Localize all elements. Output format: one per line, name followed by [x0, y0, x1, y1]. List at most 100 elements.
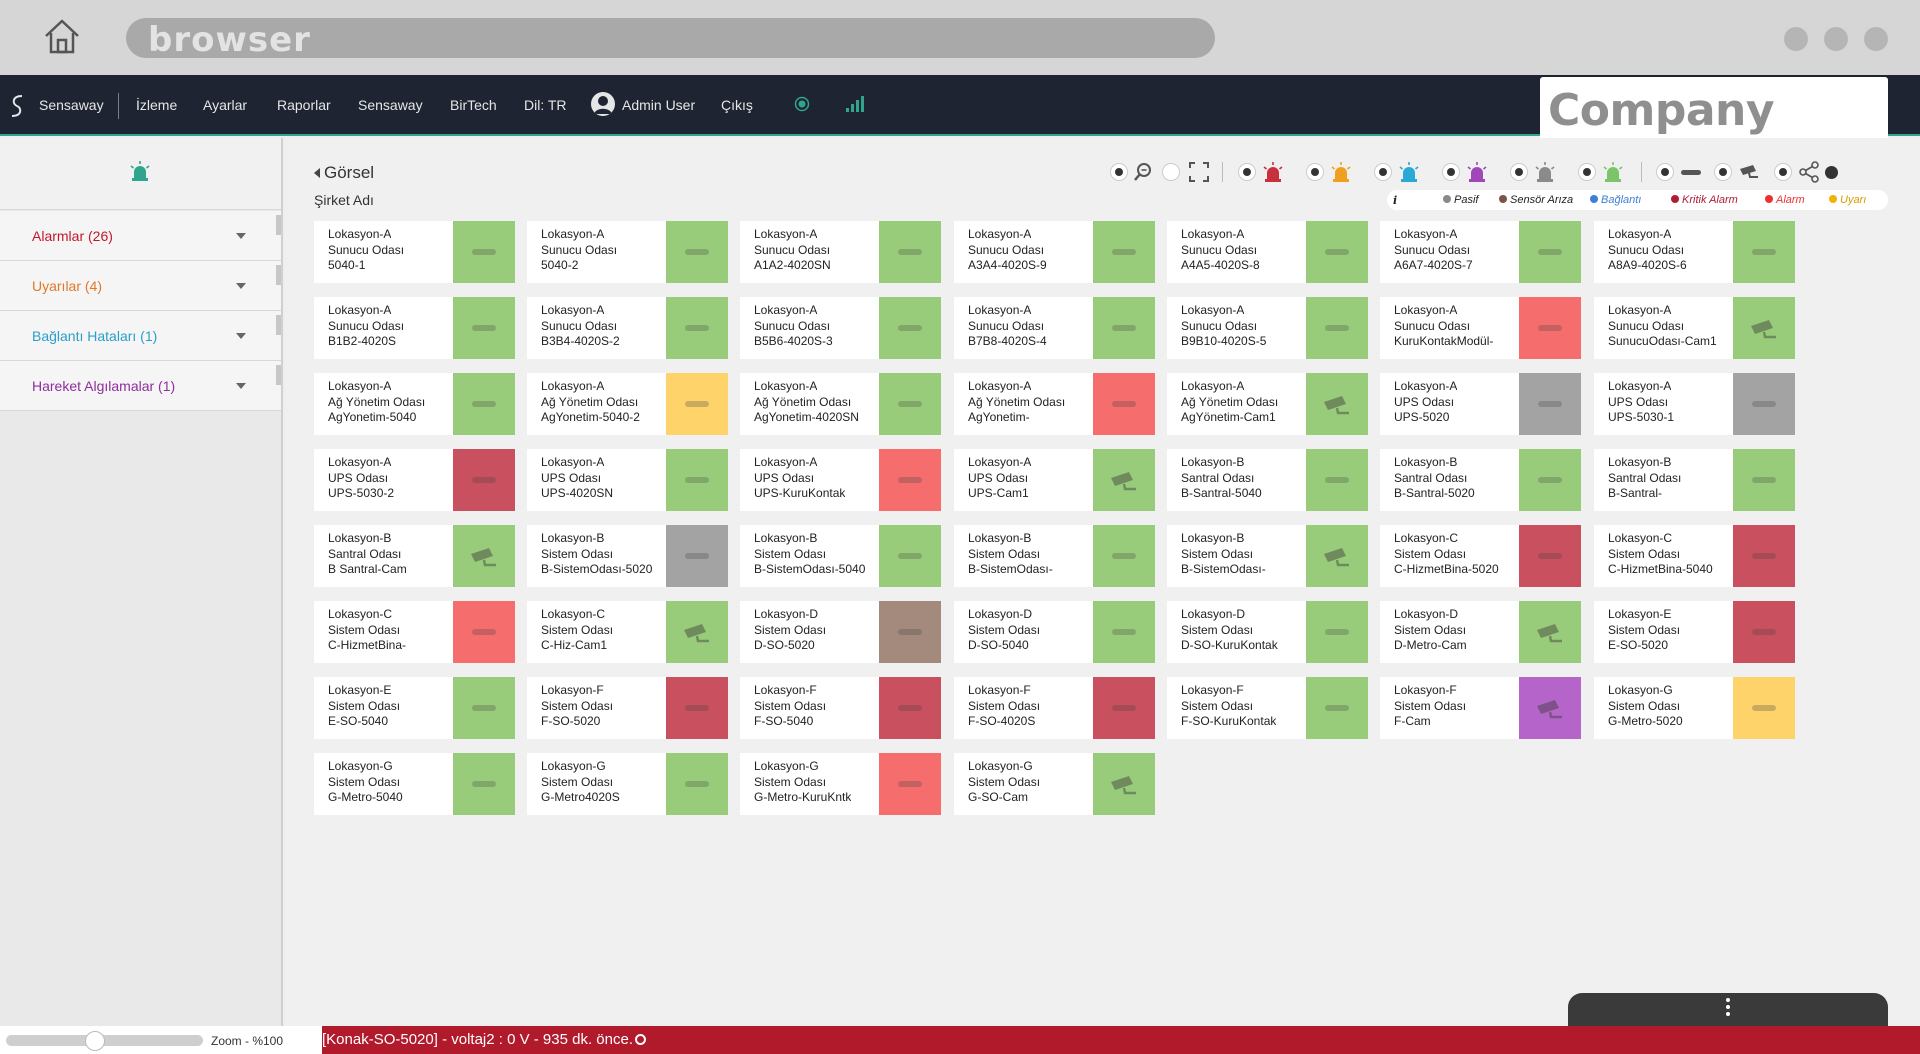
breadcrumb[interactable]: Görsel — [314, 163, 374, 183]
device-status-indicator[interactable] — [879, 677, 941, 739]
device-status-indicator[interactable] — [1733, 373, 1795, 435]
toggle-share[interactable] — [1775, 164, 1791, 180]
device-tile[interactable]: Lokasyon-G Sistem Odası G-SO-Cam — [954, 753, 1155, 815]
device-status-indicator[interactable] — [453, 297, 515, 359]
device-tile[interactable]: Lokasyon-A Ağ Yönetim Odası AgYonetim-4020… — [740, 373, 941, 435]
device-status-indicator[interactable] — [1093, 677, 1155, 739]
device-tile[interactable]: Lokasyon-A Sunucu Odası B7B8-4020S-4 — [954, 297, 1155, 359]
device-tile[interactable]: Lokasyon-G Sistem Odası G-Metro-5020 — [1594, 677, 1795, 739]
device-status-indicator[interactable] — [453, 525, 515, 587]
window-close-button[interactable] — [1864, 27, 1888, 51]
device-tile[interactable]: Lokasyon-D Sistem Odası D-SO-KuruKontak — [1167, 601, 1368, 663]
toggle-motion-filter[interactable] — [1443, 164, 1459, 180]
device-tile[interactable]: Lokasyon-C Sistem Odası C-HizmetBina- — [314, 601, 515, 663]
nav-brand[interactable]: Sensaway — [39, 97, 104, 113]
device-tile[interactable]: Lokasyon-B Santral Odası B-Santral-5020 — [1380, 449, 1581, 511]
device-status-indicator[interactable] — [453, 373, 515, 435]
device-tile[interactable]: Lokasyon-A Sunucu Odası 5040-2 — [527, 221, 728, 283]
device-tile[interactable]: Lokasyon-A UPS Odası UPS-Cam1 — [954, 449, 1155, 511]
device-status-indicator[interactable] — [666, 221, 728, 283]
device-status-indicator[interactable] — [453, 449, 515, 511]
device-tile[interactable]: Lokasyon-B Sistem Odası B-SistemOdası-5020 — [527, 525, 728, 587]
device-tile[interactable]: Lokasyon-D Sistem Odası D-SO-5040 — [954, 601, 1155, 663]
device-status-indicator[interactable] — [666, 449, 728, 511]
device-status-indicator[interactable] — [1519, 677, 1581, 739]
device-tile[interactable]: Lokasyon-B Sistem Odası B-SistemOdası- — [954, 525, 1155, 587]
user-avatar-icon[interactable] — [591, 92, 615, 116]
sidebar-group-motion-detections[interactable]: Hareket Algılamalar (1) — [0, 361, 281, 411]
device-status-indicator[interactable] — [1519, 525, 1581, 587]
device-status-indicator[interactable] — [453, 753, 515, 815]
window-maximize-button[interactable] — [1824, 27, 1848, 51]
device-tile[interactable]: Lokasyon-A Ağ Yönetim Odası AgYonetim- — [954, 373, 1155, 435]
back-arrow-icon[interactable] — [314, 168, 320, 178]
device-tile[interactable]: Lokasyon-A Sunucu Odası B3B4-4020S-2 — [527, 297, 728, 359]
device-tile[interactable]: Lokasyon-G Sistem Odası G-Metro-KuruKntk — [740, 753, 941, 815]
nav-ayarlar[interactable]: Ayarlar — [203, 97, 248, 113]
toggle-warning-filter[interactable] — [1307, 164, 1323, 180]
device-tile[interactable]: Lokasyon-B Santral Odası B-Santral-5040 — [1167, 449, 1368, 511]
nav-sensaway[interactable]: Sensaway — [358, 97, 423, 113]
device-status-indicator[interactable] — [1093, 525, 1155, 587]
device-tile[interactable]: Lokasyon-A Sunucu Odası SunucuOdası-Cam1 — [1594, 297, 1795, 359]
device-tile[interactable]: Lokasyon-B Sistem Odası B-SistemOdası- — [1167, 525, 1368, 587]
device-tile[interactable]: Lokasyon-B Sistem Odası B-SistemOdası-5040 — [740, 525, 941, 587]
chevron-down-icon[interactable] — [236, 383, 246, 389]
toggle-passive-filter[interactable] — [1511, 164, 1527, 180]
device-status-indicator[interactable] — [1093, 753, 1155, 815]
passive-siren-icon[interactable] — [1533, 160, 1557, 184]
device-tile[interactable]: Lokasyon-G Sistem Odası G-Metro4020S — [527, 753, 728, 815]
nav-language[interactable]: Dil: TR — [524, 97, 567, 113]
device-status-indicator[interactable] — [666, 753, 728, 815]
motion-siren-icon[interactable] — [1465, 160, 1489, 184]
toggle-sensor-filter[interactable] — [1657, 164, 1673, 180]
nav-raporlar[interactable]: Raporlar — [277, 97, 331, 113]
device-status-indicator[interactable] — [453, 601, 515, 663]
device-tile[interactable]: Lokasyon-E Sistem Odası E-SO-5020 — [1594, 601, 1795, 663]
toggle-camera-filter[interactable] — [1715, 164, 1731, 180]
device-status-indicator[interactable] — [666, 525, 728, 587]
sidebar-group-warnings[interactable]: Uyarılar (4) — [0, 261, 281, 311]
device-status-indicator[interactable] — [666, 601, 728, 663]
chevron-down-icon[interactable] — [236, 283, 246, 289]
window-minimize-button[interactable] — [1784, 27, 1808, 51]
device-status-indicator[interactable] — [879, 297, 941, 359]
device-tile[interactable]: Lokasyon-D Sistem Odası D-SO-5020 — [740, 601, 941, 663]
device-status-indicator[interactable] — [1306, 297, 1368, 359]
device-tile[interactable]: Lokasyon-A UPS Odası UPS-5030-2 — [314, 449, 515, 511]
device-tile[interactable]: Lokasyon-B Santral Odası B Santral-Cam — [314, 525, 515, 587]
bottom-drawer-tab[interactable] — [1568, 993, 1888, 1026]
device-status-indicator[interactable] — [879, 753, 941, 815]
device-status-indicator[interactable] — [1306, 221, 1368, 283]
warning-siren-icon[interactable] — [1329, 160, 1353, 184]
fullscreen-icon[interactable] — [1187, 160, 1211, 184]
toggle-connection-filter[interactable] — [1375, 164, 1391, 180]
sensor-icon[interactable] — [1679, 160, 1703, 184]
chevron-down-icon[interactable] — [236, 333, 246, 339]
device-tile[interactable]: Lokasyon-G Sistem Odası G-Metro-5040 — [314, 753, 515, 815]
share-icon[interactable] — [1797, 160, 1821, 184]
device-tile[interactable]: Lokasyon-A UPS Odası UPS-KuruKontak — [740, 449, 941, 511]
device-status-indicator[interactable] — [1733, 677, 1795, 739]
device-tile[interactable]: Lokasyon-A Sunucu Odası A3A4-4020S-9 — [954, 221, 1155, 283]
device-status-indicator[interactable] — [1733, 525, 1795, 587]
status-message-bar[interactable]: [Konak-SO-5020] - voltaj2 : 0 V - 935 dk… — [322, 1026, 1920, 1054]
device-tile[interactable]: Lokasyon-A Sunucu Odası A6A7-4020S-7 — [1380, 221, 1581, 283]
toggle-zoom-out[interactable] — [1111, 164, 1127, 180]
device-status-indicator[interactable] — [1093, 601, 1155, 663]
device-tile[interactable]: Lokasyon-B Santral Odası B-Santral- — [1594, 449, 1795, 511]
device-status-indicator[interactable] — [1733, 221, 1795, 283]
device-status-indicator[interactable] — [1306, 525, 1368, 587]
chevron-down-icon[interactable] — [236, 233, 246, 239]
device-tile[interactable]: Lokasyon-E Sistem Odası E-SO-5040 — [314, 677, 515, 739]
sidebar-group-connection-errors[interactable]: Bağlantı Hataları (1) — [0, 311, 281, 361]
device-tile[interactable]: Lokasyon-C Sistem Odası C-HizmetBina-5020 — [1380, 525, 1581, 587]
device-status-indicator[interactable] — [1519, 449, 1581, 511]
ok-siren-icon[interactable] — [1601, 160, 1625, 184]
device-status-indicator[interactable] — [1306, 373, 1368, 435]
device-status-indicator[interactable] — [879, 373, 941, 435]
device-tile[interactable]: Lokasyon-A UPS Odası UPS-5030-1 — [1594, 373, 1795, 435]
nav-logout[interactable]: Çıkış — [721, 97, 753, 113]
device-tile[interactable]: Lokasyon-F Sistem Odası F-SO-KuruKontak — [1167, 677, 1368, 739]
device-status-indicator[interactable] — [453, 677, 515, 739]
